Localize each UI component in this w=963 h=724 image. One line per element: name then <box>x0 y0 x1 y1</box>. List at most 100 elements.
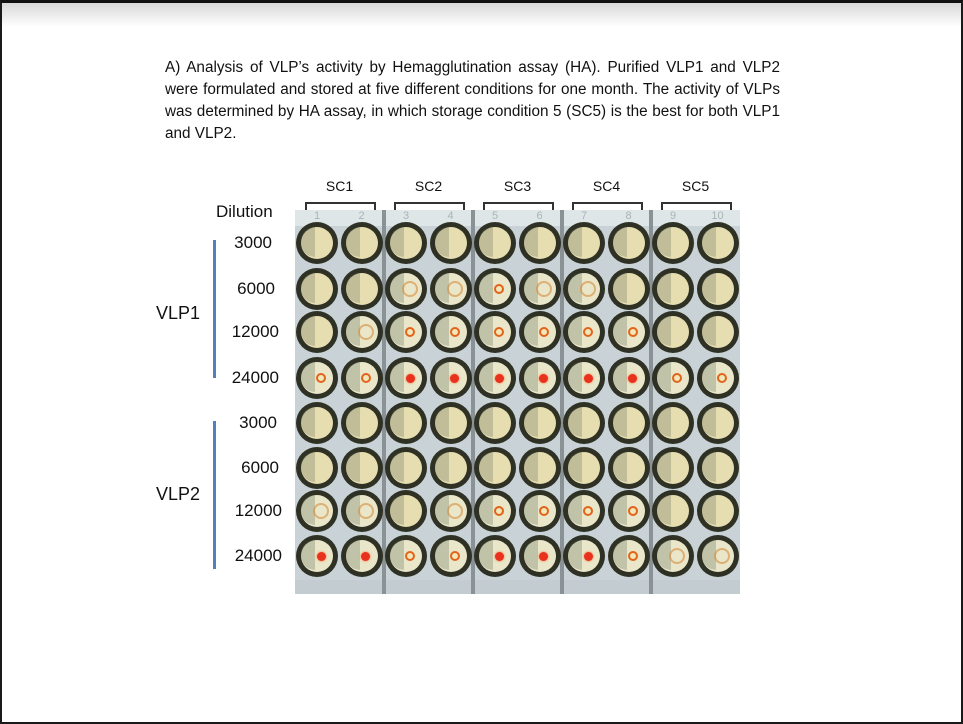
well-shadow <box>479 227 494 257</box>
well-r6-c9 <box>652 447 695 489</box>
well-content <box>434 452 467 484</box>
well-shadow <box>390 227 405 257</box>
well-r5-c7 <box>563 402 606 444</box>
well-shadow <box>390 540 405 570</box>
well-shadow <box>568 316 583 346</box>
well-content <box>301 316 334 348</box>
well-r4-c4 <box>429 357 472 399</box>
well-content <box>568 407 601 439</box>
well-shadow <box>301 495 316 525</box>
well-shadow <box>479 540 494 570</box>
well-r7-c8 <box>607 490 650 532</box>
sc-label-3: SC3 <box>503 178 532 194</box>
well-shadow <box>568 540 583 570</box>
well-r8-c7 <box>563 535 606 577</box>
rbc-button-ring <box>583 506 594 516</box>
well-r1-c7 <box>563 222 606 264</box>
well-r6-c4 <box>429 447 472 489</box>
rbc-button-dot <box>539 373 549 383</box>
rbc-button-faint <box>402 281 419 297</box>
well-shadow <box>301 407 316 437</box>
well-shadow <box>479 495 494 525</box>
well-r2-c5 <box>474 268 517 310</box>
well-shadow <box>390 362 405 392</box>
well-r1-c6 <box>518 222 561 264</box>
well-r5-c9 <box>652 402 695 444</box>
dilution-label: 24000 <box>234 546 282 565</box>
group-label-vlp1: VLP1 <box>156 303 201 323</box>
rbc-button-faint <box>357 503 374 519</box>
plate-column-number: 10 <box>711 210 724 222</box>
well-content <box>657 452 690 484</box>
sc-label-1: SC1 <box>325 178 354 194</box>
well-content <box>345 227 378 259</box>
rbc-button-ring <box>494 284 505 294</box>
well-shadow <box>434 407 449 437</box>
well-shadow <box>701 407 716 437</box>
well-r5-c2 <box>340 402 383 444</box>
well-r2-c2 <box>340 268 383 310</box>
well-r4-c1 <box>296 357 339 399</box>
well-content <box>568 452 601 484</box>
sc-label-5: SC5 <box>681 178 710 194</box>
well-content <box>612 452 645 484</box>
well-shadow <box>612 407 627 437</box>
well-r5-c6 <box>518 402 561 444</box>
well-content <box>612 273 645 305</box>
well-shadow <box>657 495 672 525</box>
well-r7-c3 <box>385 490 428 532</box>
well-shadow <box>612 273 627 303</box>
well-shadow <box>701 452 716 482</box>
well-shadow <box>657 362 672 392</box>
well-r2-c6 <box>518 268 561 310</box>
well-r7-c2 <box>340 490 383 532</box>
well-r2-c9 <box>652 268 695 310</box>
well-r2-c8 <box>607 268 650 310</box>
rbc-button-ring <box>627 551 638 561</box>
rbc-button-ring <box>405 551 416 561</box>
rbc-button-faint <box>446 281 463 297</box>
well-r3-c5 <box>474 311 517 353</box>
well-r7-c7 <box>563 490 606 532</box>
well-shadow <box>612 495 627 525</box>
well-shadow <box>657 540 672 570</box>
well-content <box>701 452 734 484</box>
well-r8-c5 <box>474 535 517 577</box>
figure-caption: A) Analysis of VLP’s activity by Hemaggl… <box>165 59 780 142</box>
well-shadow <box>568 362 583 392</box>
well-r4-c5 <box>474 357 517 399</box>
rbc-button-faint <box>357 324 374 340</box>
well-shadow <box>345 316 360 346</box>
well-shadow <box>345 452 360 482</box>
well-content <box>657 227 690 259</box>
well-r3-c2 <box>340 311 383 353</box>
sc-bracket-4 <box>572 202 643 210</box>
well-r5-c1 <box>296 402 339 444</box>
rbc-button-faint <box>669 548 686 564</box>
well-content <box>701 316 734 348</box>
plate-strip-divider <box>471 210 475 594</box>
well-shadow <box>568 273 583 303</box>
dilution-label: 6000 <box>241 458 279 477</box>
well-r4-c2 <box>340 357 383 399</box>
well-content <box>612 227 645 259</box>
rbc-button-faint <box>535 281 552 297</box>
well-content <box>479 227 512 259</box>
group-label-vlp2: VLP2 <box>156 484 201 504</box>
well-content <box>657 407 690 439</box>
rbc-button-faint <box>446 503 463 519</box>
sc-bracket-3 <box>483 202 554 210</box>
well-content <box>479 407 512 439</box>
well-shadow <box>345 407 360 437</box>
well-content <box>390 452 423 484</box>
well-shadow <box>390 452 405 482</box>
well-shadow <box>657 273 672 303</box>
well-r4-c7 <box>563 357 606 399</box>
well-shadow <box>701 540 716 570</box>
dilution-label: 12000 <box>234 501 282 520</box>
well-r8-c9 <box>652 535 695 577</box>
rbc-button-ring <box>583 327 594 337</box>
dilution-label: 3000 <box>234 233 272 252</box>
rbc-button-ring <box>449 551 460 561</box>
rbc-button-dot <box>583 373 593 383</box>
